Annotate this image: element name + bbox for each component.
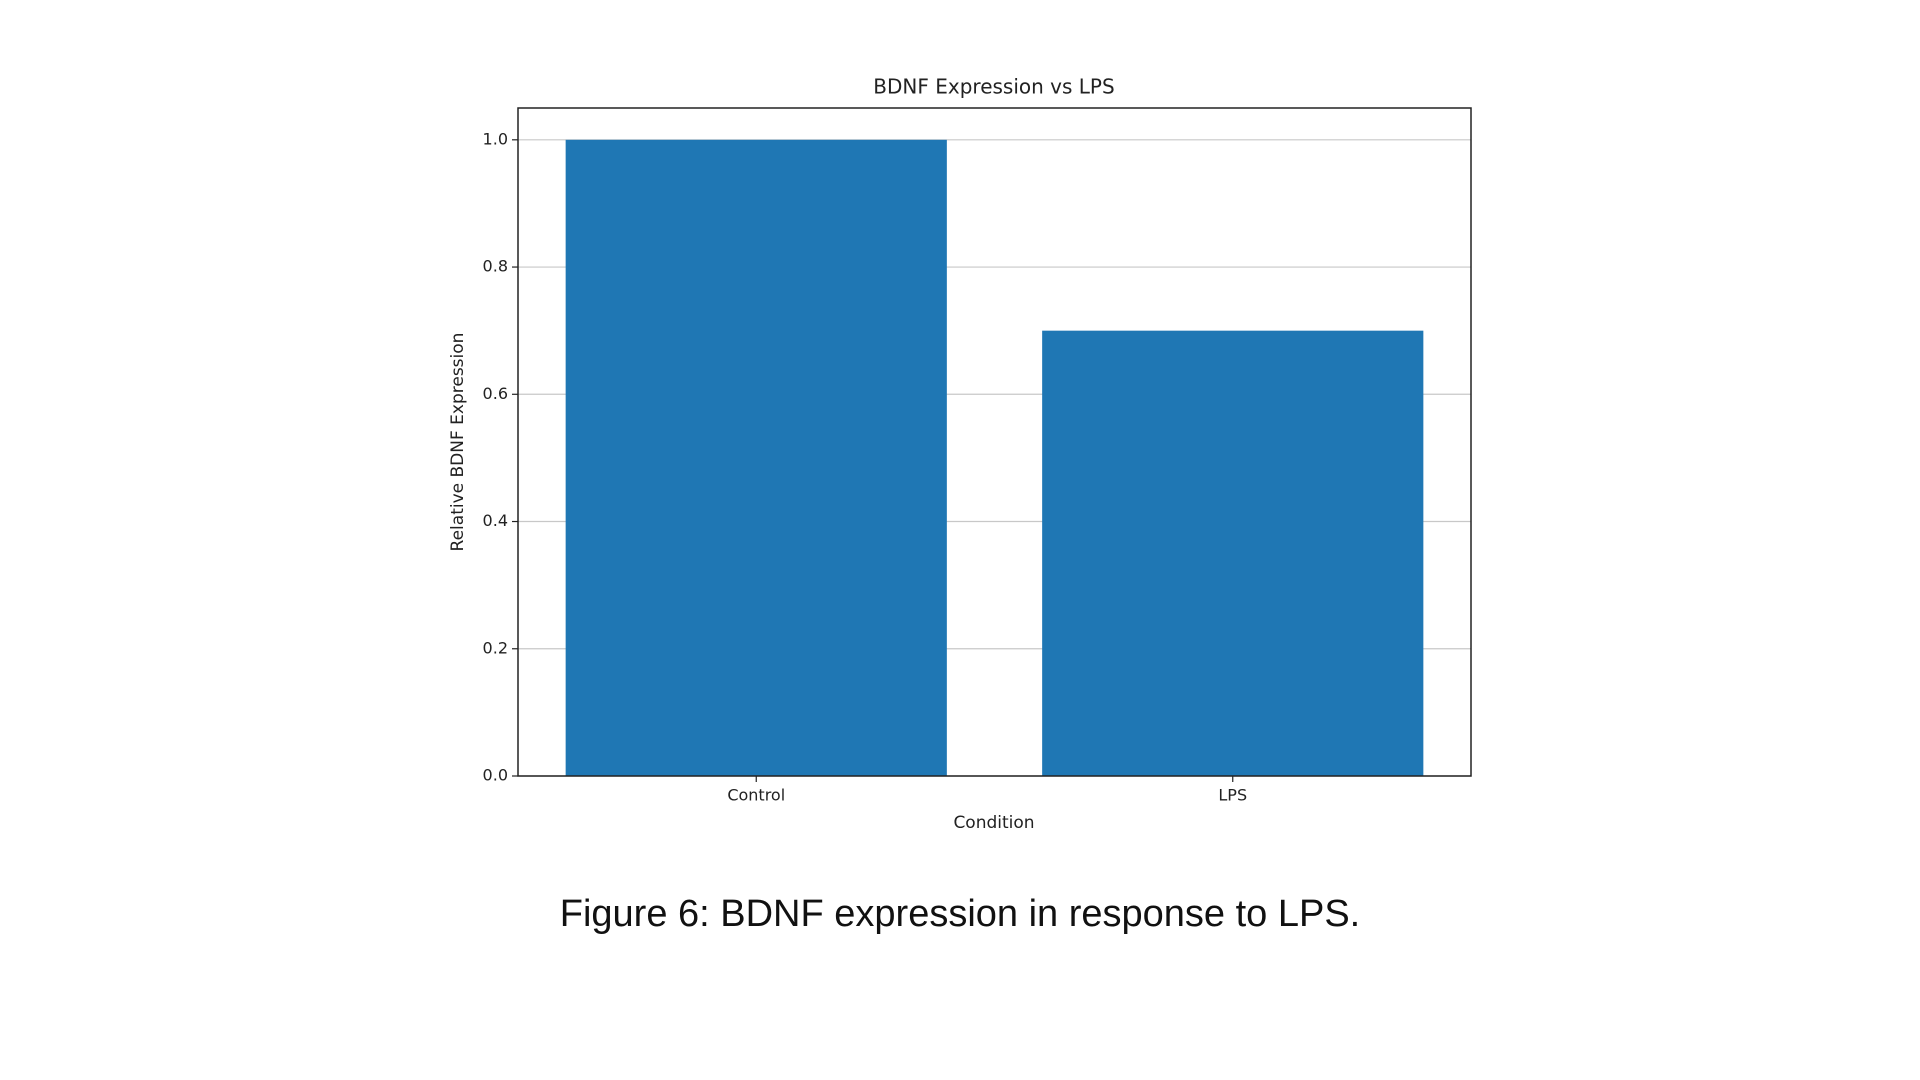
chart-title: BDNF Expression vs LPS — [873, 75, 1114, 99]
y-tick-label: 0.2 — [483, 638, 508, 657]
y-tick-label: 0.0 — [483, 766, 508, 785]
y-tick-label: 0.6 — [483, 384, 508, 403]
y-tick-label: 0.8 — [483, 257, 508, 276]
plot-frame — [517, 107, 1472, 777]
x-tick-label: LPS — [1218, 786, 1247, 805]
bar — [565, 139, 947, 777]
figure-caption: Figure 6: BDNF expression in response to… — [560, 893, 1361, 935]
bar — [1042, 330, 1424, 776]
y-axis-label: Relative BDNF Expression — [448, 333, 468, 552]
y-tick-label: 0.4 — [483, 511, 508, 530]
y-tick-label: 1.0 — [483, 129, 508, 148]
x-tick-label: Control — [727, 786, 785, 805]
x-axis-label: Condition — [953, 813, 1034, 833]
